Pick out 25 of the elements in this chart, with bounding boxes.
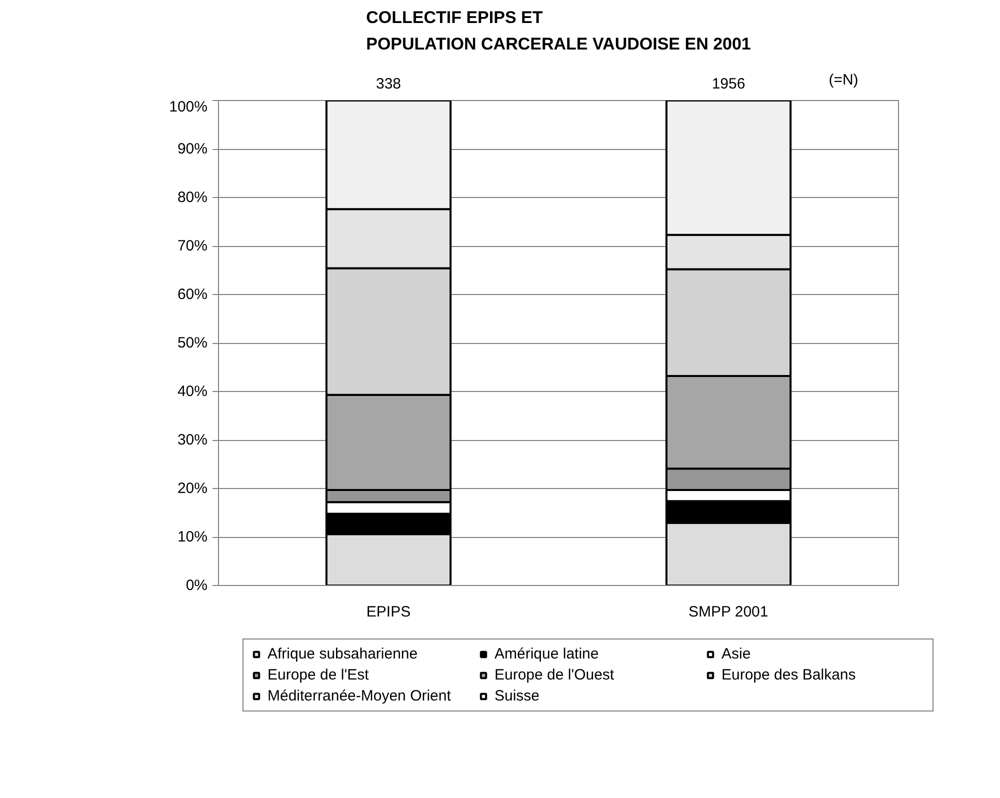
text: 338 bbox=[376, 76, 402, 92]
y-tick-label: 40% bbox=[177, 383, 208, 400]
y-tick-label: 80% bbox=[177, 189, 208, 206]
legend-label: Europe de l'Ouest bbox=[494, 666, 616, 684]
y-tick-label: 90% bbox=[177, 140, 208, 158]
x-tick-label: EPIPS bbox=[366, 604, 411, 620]
text: 1956 bbox=[712, 76, 746, 92]
text: (=N) bbox=[828, 72, 858, 88]
y-tick-label: 0% bbox=[186, 577, 208, 594]
legend-label: Afrique subsaharienne bbox=[268, 646, 419, 662]
legend-label: Méditerranée-Moyen Orient bbox=[268, 688, 452, 704]
y-tick-label: 20% bbox=[177, 480, 208, 497]
y-tick-label: 30% bbox=[177, 432, 208, 448]
legend-label: Amérique latine bbox=[494, 646, 600, 662]
legend-label: Asie bbox=[722, 646, 752, 662]
legend-label: Europe des Balkans bbox=[722, 666, 857, 684]
x-tick-label: SMPP 2001 bbox=[688, 604, 768, 620]
legend-label: Suisse bbox=[494, 688, 541, 704]
y-tick-label: 50% bbox=[177, 334, 208, 352]
chart-title: COLLECTIF EPIPS ET POPULATION CARCERALE VAUDOISE EN 2001 bbox=[366, 8, 751, 54]
y-tick-label: 60% bbox=[177, 286, 208, 303]
y-tick-label: 70% bbox=[177, 238, 208, 254]
legend-label: Europe de l'Est bbox=[268, 666, 370, 684]
y-tick-label: 100% bbox=[169, 98, 208, 116]
y-tick-label: 10% bbox=[177, 528, 208, 546]
